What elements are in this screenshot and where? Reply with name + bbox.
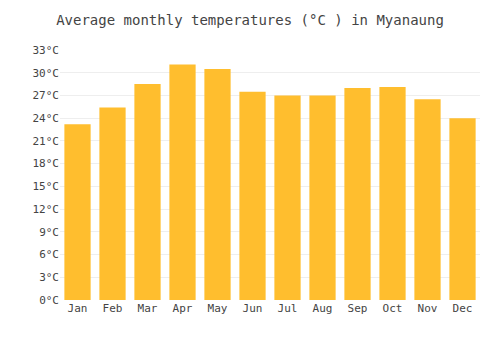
svg-text:12°C: 12°C (33, 203, 60, 216)
svg-text:Apr: Apr (173, 302, 193, 315)
svg-text:24°C: 24°C (33, 112, 60, 125)
svg-text:30°C: 30°C (33, 67, 60, 80)
svg-text:18°C: 18°C (33, 157, 60, 170)
svg-text:Dec: Dec (453, 302, 473, 315)
svg-text:Jul: Jul (278, 302, 298, 315)
svg-text:6°C: 6°C (39, 248, 59, 261)
svg-text:27°C: 27°C (33, 89, 60, 102)
svg-text:3°C: 3°C (39, 271, 59, 284)
svg-text:Oct: Oct (383, 302, 403, 315)
svg-text:15°C: 15°C (33, 180, 60, 193)
svg-text:21°C: 21°C (33, 135, 60, 148)
svg-text:Feb: Feb (103, 302, 123, 315)
svg-text:Jun: Jun (243, 302, 263, 315)
svg-text:Sep: Sep (348, 302, 368, 315)
svg-text:Mar: Mar (138, 302, 158, 315)
svg-text:Jan: Jan (68, 302, 88, 315)
svg-text:May: May (208, 302, 228, 315)
svg-text:Aug: Aug (313, 302, 333, 315)
svg-text:9°C: 9°C (39, 226, 59, 239)
svg-text:0°C: 0°C (39, 294, 59, 307)
svg-text:Nov: Nov (418, 302, 438, 315)
svg-text:Average monthly temperatures (: Average monthly temperatures (°C ) in My… (56, 12, 444, 28)
svg-text:33°C: 33°C (33, 44, 60, 57)
